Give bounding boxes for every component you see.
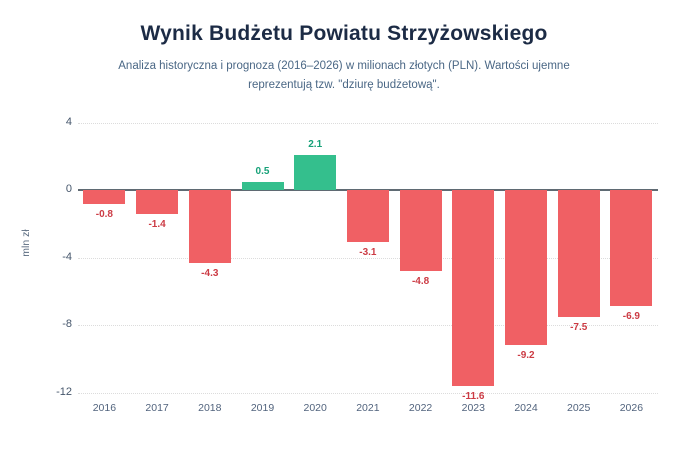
- bar-value-label: -0.8: [95, 208, 113, 220]
- bar-2021: [346, 190, 389, 243]
- x-tick-label: 2016: [92, 402, 117, 414]
- gridline: [78, 257, 658, 259]
- x-tick-label: 2024: [514, 402, 538, 414]
- gridline: [78, 122, 658, 124]
- y-tick-label: -4: [62, 250, 72, 263]
- bar-2023: [452, 190, 495, 386]
- gridline: [78, 325, 658, 326]
- bar-value-label: -7.5: [570, 321, 588, 333]
- bar-value-label: -9.2: [517, 350, 535, 362]
- bar-2017: [136, 190, 179, 214]
- x-tick-label: 2026: [619, 402, 644, 414]
- bar-2022: [399, 190, 442, 271]
- y-tick-label: -8: [62, 318, 72, 330]
- bar-value-label: 0.5: [255, 165, 270, 177]
- bar-2018: [188, 190, 231, 263]
- bar-2024: [505, 190, 547, 346]
- bar-value-label: -1.4: [148, 218, 166, 230]
- chart-subtitle: Analiza historyczna i prognoza (2016–202…: [118, 60, 570, 91]
- bar-2025: [557, 190, 600, 317]
- x-tick-label: 2018: [198, 402, 222, 414]
- gridline: [78, 392, 658, 394]
- x-tick-label: 2017: [145, 402, 169, 414]
- x-tick-label: 2019: [250, 402, 275, 414]
- bar-value-label: -6.9: [622, 311, 640, 323]
- x-tick-label: 2021: [356, 402, 380, 414]
- bar-value-label: -4.3: [201, 267, 219, 279]
- bar-2020: [294, 154, 337, 190]
- x-tick-label: 2022: [408, 402, 433, 414]
- bar-value-label: -3.1: [359, 247, 377, 259]
- bar-value-label: -11.6: [462, 390, 485, 402]
- y-tick-label: -12: [56, 385, 72, 398]
- x-tick-label: 2025: [567, 402, 591, 414]
- y-tick-label: 0: [65, 183, 72, 195]
- bar-2016: [83, 190, 126, 204]
- x-tick-label: 2023: [461, 402, 485, 414]
- y-tick-label: 4: [65, 115, 72, 128]
- y-axis-title: mln zł: [20, 229, 32, 257]
- bar-value-label: -4.8: [411, 276, 430, 287]
- bar-2026: [610, 190, 653, 307]
- x-tick-label: 2020: [303, 402, 327, 414]
- chart-title: Wynik Budżetu Powiatu Strzyżowskiego: [140, 22, 548, 45]
- bar-2019: [241, 181, 284, 190]
- bar-value-label: 2.1: [308, 138, 323, 150]
